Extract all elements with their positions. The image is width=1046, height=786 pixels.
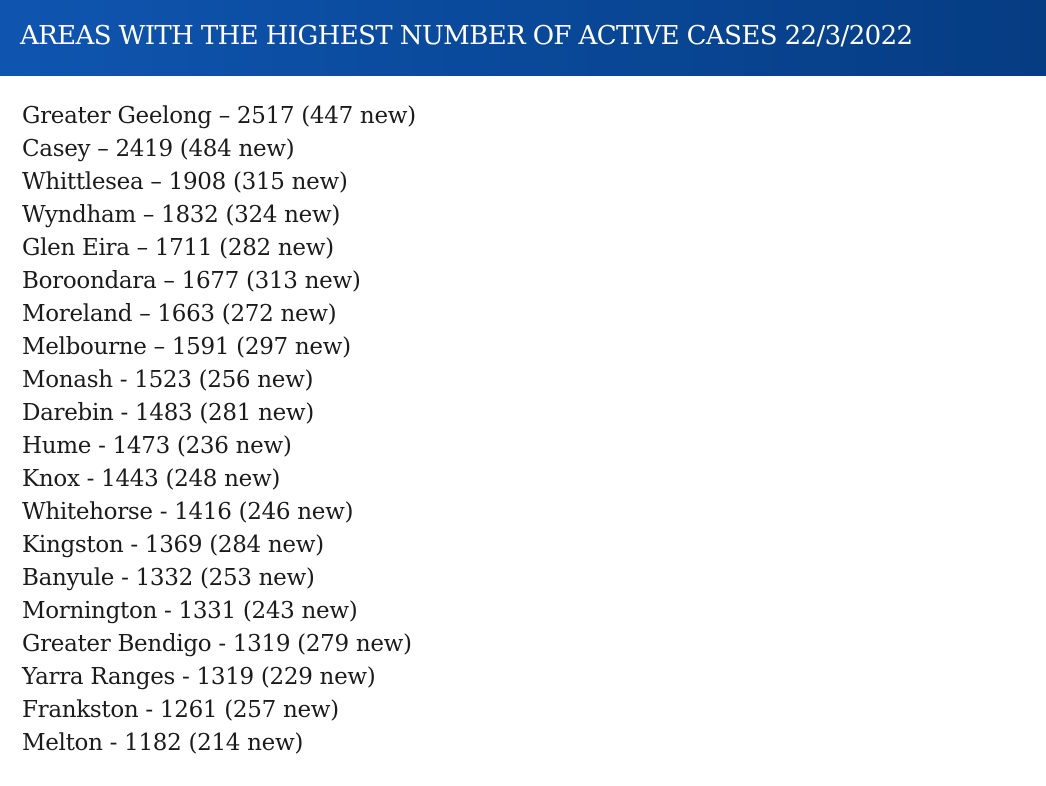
list-item: Hume - 1473 (236 new) xyxy=(22,433,292,459)
list-item: Frankston - 1261 (257 new) xyxy=(22,697,339,723)
list-item: Melton - 1182 (214 new) xyxy=(22,730,304,756)
list-item: Banyule - 1332 (253 new) xyxy=(22,565,315,591)
list-item: Darebin - 1483 (281 new) xyxy=(22,400,314,426)
list-item: Yarra Ranges - 1319 (229 new) xyxy=(22,664,376,690)
list-item: Kingston - 1369 (284 new) xyxy=(22,532,324,558)
list-item: Whittlesea – 1908 (315 new) xyxy=(22,169,348,195)
list-item: Knox - 1443 (248 new) xyxy=(22,466,281,492)
list-item: Glen Eira – 1711 (282 new) xyxy=(22,235,334,261)
list-item: Greater Geelong – 2517 (447 new) xyxy=(22,103,416,129)
list-item: Greater Bendigo - 1319 (279 new) xyxy=(22,631,412,657)
list-item: Whitehorse - 1416 (246 new) xyxy=(22,499,354,525)
active-cases-list: Greater Geelong – 2517 (447 new) Casey –… xyxy=(22,100,416,760)
header-banner: AREAS WITH THE HIGHEST NUMBER OF ACTIVE … xyxy=(0,0,1046,76)
page-title: AREAS WITH THE HIGHEST NUMBER OF ACTIVE … xyxy=(20,21,913,51)
list-item: Monash - 1523 (256 new) xyxy=(22,367,314,393)
list-item: Mornington - 1331 (243 new) xyxy=(22,598,358,624)
list-item: Boroondara – 1677 (313 new) xyxy=(22,268,361,294)
list-item: Wyndham – 1832 (324 new) xyxy=(22,202,341,228)
list-item: Casey – 2419 (484 new) xyxy=(22,136,295,162)
list-item: Moreland – 1663 (272 new) xyxy=(22,301,337,327)
list-item: Melbourne – 1591 (297 new) xyxy=(22,334,351,360)
